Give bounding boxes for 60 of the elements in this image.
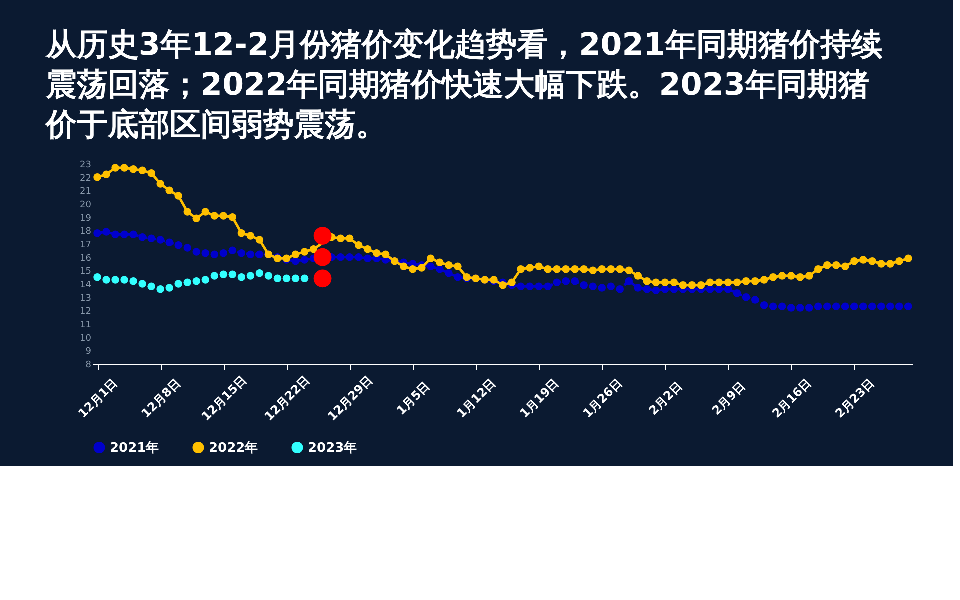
point (210, 272, 219, 280)
point (238, 273, 246, 282)
point (314, 227, 332, 245)
y-tick-label: 20 (80, 200, 92, 210)
y-tick-label: 23 (80, 160, 92, 170)
legend-label: 2021年 (110, 440, 160, 456)
chart-title: 从历史3年12-2月份猪价变化趋势看，2021年同期猪价持续震荡回落；2022年同期猪价快速大幅下跌。2023年同期猪价于底部区间弱势震荡。 (44, 27, 882, 143)
x-tick-label: 2月9日 (709, 379, 748, 418)
x-tick-label: 12月22日 (262, 373, 312, 424)
point (192, 277, 200, 286)
x-tick-label: 12月1日 (76, 376, 120, 421)
x-tick-label: 2月16日 (770, 376, 814, 421)
point (314, 248, 332, 266)
point (300, 274, 309, 283)
point (112, 276, 120, 284)
point (94, 273, 102, 282)
point (184, 278, 192, 287)
point (166, 284, 174, 292)
point (202, 276, 210, 284)
y-tick-label: 22 (80, 174, 92, 184)
point (138, 280, 146, 288)
point (220, 270, 228, 279)
point (174, 280, 182, 288)
y-tick-label: 21 (80, 187, 92, 198)
y-tick-label: 18 (80, 227, 92, 238)
y-tick-label: 16 (80, 254, 92, 264)
x-tick-label: 1月12日 (454, 376, 499, 421)
point (314, 270, 332, 288)
y-tick-label: 9 (86, 347, 92, 358)
y-tick-label: 11 (80, 320, 92, 330)
y-tick-label: 13 (80, 294, 92, 304)
x-tick-label: 1月19日 (517, 376, 562, 421)
point (148, 282, 156, 291)
y-tick-label: 8 (86, 360, 92, 370)
point (120, 276, 128, 284)
legend-label: 2022年 (209, 440, 258, 456)
point (274, 274, 282, 283)
y-tick-label: 10 (80, 334, 92, 344)
x-tick-label: 1月26日 (580, 376, 625, 421)
point (282, 274, 291, 283)
point (102, 276, 110, 284)
point (130, 277, 138, 286)
point (246, 272, 255, 280)
point (256, 269, 264, 278)
point (156, 285, 164, 294)
y-tick-label: 19 (80, 214, 92, 224)
y-tick-label: 12 (80, 307, 92, 318)
y-tick-label: 17 (80, 240, 92, 250)
point (264, 272, 273, 280)
x-tick-label: 2月2日 (646, 379, 686, 418)
x-tick-label: 2月23日 (832, 376, 878, 421)
x-tick-label: 12月29日 (325, 373, 376, 424)
legend-label: 2023年 (308, 440, 358, 456)
y-tick-label: 14 (80, 280, 92, 290)
x-tick-label: 12月8日 (138, 376, 184, 421)
x-tick-label: 12月15日 (198, 373, 250, 424)
point (292, 274, 300, 283)
x-tick-label: 1月5日 (394, 379, 433, 418)
point (228, 270, 237, 279)
y-tick-label: 15 (80, 267, 92, 278)
